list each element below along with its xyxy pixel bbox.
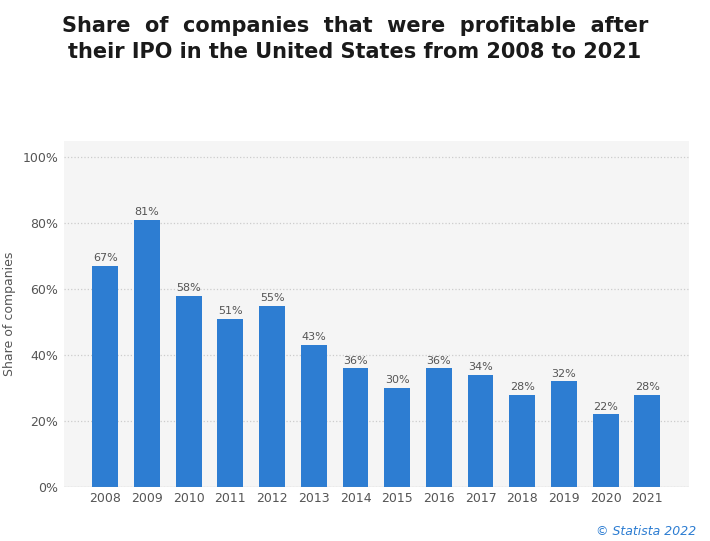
- Text: 81%: 81%: [135, 207, 159, 217]
- Text: 51%: 51%: [218, 306, 243, 316]
- Bar: [342, 368, 368, 487]
- Bar: [593, 414, 618, 487]
- Text: 22%: 22%: [594, 402, 618, 412]
- Text: © Statista 2022: © Statista 2022: [596, 525, 696, 538]
- Text: 28%: 28%: [510, 382, 535, 392]
- Bar: [175, 295, 202, 487]
- Y-axis label: Share of companies: Share of companies: [3, 252, 16, 376]
- Text: 36%: 36%: [427, 355, 451, 366]
- Bar: [92, 266, 118, 487]
- Text: 43%: 43%: [301, 333, 326, 342]
- Text: 58%: 58%: [176, 283, 201, 293]
- Text: 32%: 32%: [552, 369, 577, 379]
- Bar: [426, 368, 452, 487]
- Bar: [468, 375, 493, 487]
- Bar: [384, 388, 410, 487]
- Bar: [301, 345, 327, 487]
- Text: 36%: 36%: [343, 355, 368, 366]
- Text: 67%: 67%: [93, 253, 118, 263]
- Bar: [551, 381, 577, 487]
- Bar: [509, 394, 535, 487]
- Bar: [217, 319, 244, 487]
- Text: 55%: 55%: [260, 293, 284, 303]
- Text: Share  of  companies  that  were  profitable  after
their IPO in the United Stat: Share of companies that were profitable …: [62, 16, 648, 62]
- Bar: [259, 306, 285, 487]
- Text: 28%: 28%: [635, 382, 660, 392]
- Text: 34%: 34%: [468, 362, 493, 372]
- Text: 30%: 30%: [385, 375, 410, 385]
- Bar: [134, 220, 160, 487]
- Bar: [635, 394, 660, 487]
